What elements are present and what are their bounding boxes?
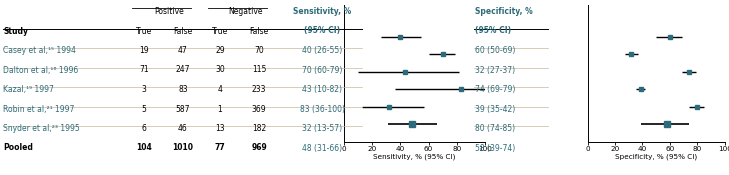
Text: 80 (74-85): 80 (74-85): [475, 124, 515, 133]
Text: 233: 233: [252, 85, 266, 94]
Text: 70: 70: [254, 46, 264, 55]
Text: 32 (27-37): 32 (27-37): [475, 65, 515, 75]
Text: Robin et al,²¹ 1997: Robin et al,²¹ 1997: [3, 104, 74, 114]
Text: 969: 969: [251, 144, 267, 152]
Text: 6: 6: [141, 124, 147, 133]
Text: Snyder et al,²³ 1995: Snyder et al,²³ 1995: [3, 124, 79, 133]
Text: 115: 115: [252, 65, 266, 75]
Text: 46: 46: [178, 124, 188, 133]
Text: 587: 587: [176, 104, 190, 114]
Text: 43 (10-82): 43 (10-82): [302, 85, 342, 94]
Text: Sensitivity, %: Sensitivity, %: [293, 7, 351, 16]
Text: (95% CI): (95% CI): [475, 26, 511, 36]
Text: True: True: [136, 26, 152, 36]
Text: 369: 369: [252, 104, 266, 114]
Text: 19: 19: [139, 46, 149, 55]
Text: 247: 247: [176, 65, 190, 75]
Text: 83: 83: [178, 85, 188, 94]
X-axis label: Sensitivity, % (95% CI): Sensitivity, % (95% CI): [373, 154, 456, 160]
Text: Kazal,¹⁹ 1997: Kazal,¹⁹ 1997: [3, 85, 54, 94]
Text: 83 (36-100): 83 (36-100): [300, 104, 345, 114]
Text: Study: Study: [3, 26, 28, 36]
Text: Pooled: Pooled: [3, 144, 33, 152]
Text: 71: 71: [139, 65, 149, 75]
Text: 4: 4: [217, 85, 222, 94]
Text: Dalton et al,¹⁶ 1996: Dalton et al,¹⁶ 1996: [3, 65, 78, 75]
Text: 40 (26-55): 40 (26-55): [302, 46, 342, 55]
Text: Specificity, %: Specificity, %: [475, 7, 533, 16]
Text: 70 (60-79): 70 (60-79): [302, 65, 342, 75]
Text: Negative: Negative: [228, 7, 262, 16]
Text: Casey et al,¹⁵ 1994: Casey et al,¹⁵ 1994: [3, 46, 76, 55]
Text: 47: 47: [178, 46, 188, 55]
Text: 39 (35-42): 39 (35-42): [475, 104, 515, 114]
Text: 1: 1: [218, 104, 222, 114]
Text: False: False: [249, 26, 268, 36]
Text: 182: 182: [252, 124, 266, 133]
Text: 77: 77: [214, 144, 225, 152]
Text: 3: 3: [141, 85, 147, 94]
X-axis label: Specificity, % (95% CI): Specificity, % (95% CI): [615, 154, 697, 160]
Text: 74 (69-79): 74 (69-79): [475, 85, 515, 94]
Text: 13: 13: [215, 124, 225, 133]
Text: 60 (50-69): 60 (50-69): [475, 46, 515, 55]
Text: 32 (13-57): 32 (13-57): [302, 124, 342, 133]
Text: 1010: 1010: [173, 144, 193, 152]
Text: 104: 104: [136, 144, 152, 152]
Text: 29: 29: [215, 46, 225, 55]
Text: 48 (31-66): 48 (31-66): [302, 144, 342, 152]
Text: False: False: [174, 26, 192, 36]
Text: True: True: [212, 26, 228, 36]
Text: 30: 30: [215, 65, 225, 75]
Text: (95% CI): (95% CI): [304, 26, 340, 36]
Text: 5: 5: [141, 104, 147, 114]
Text: Positive: Positive: [155, 7, 184, 16]
Text: 58 (39-74): 58 (39-74): [475, 144, 515, 152]
